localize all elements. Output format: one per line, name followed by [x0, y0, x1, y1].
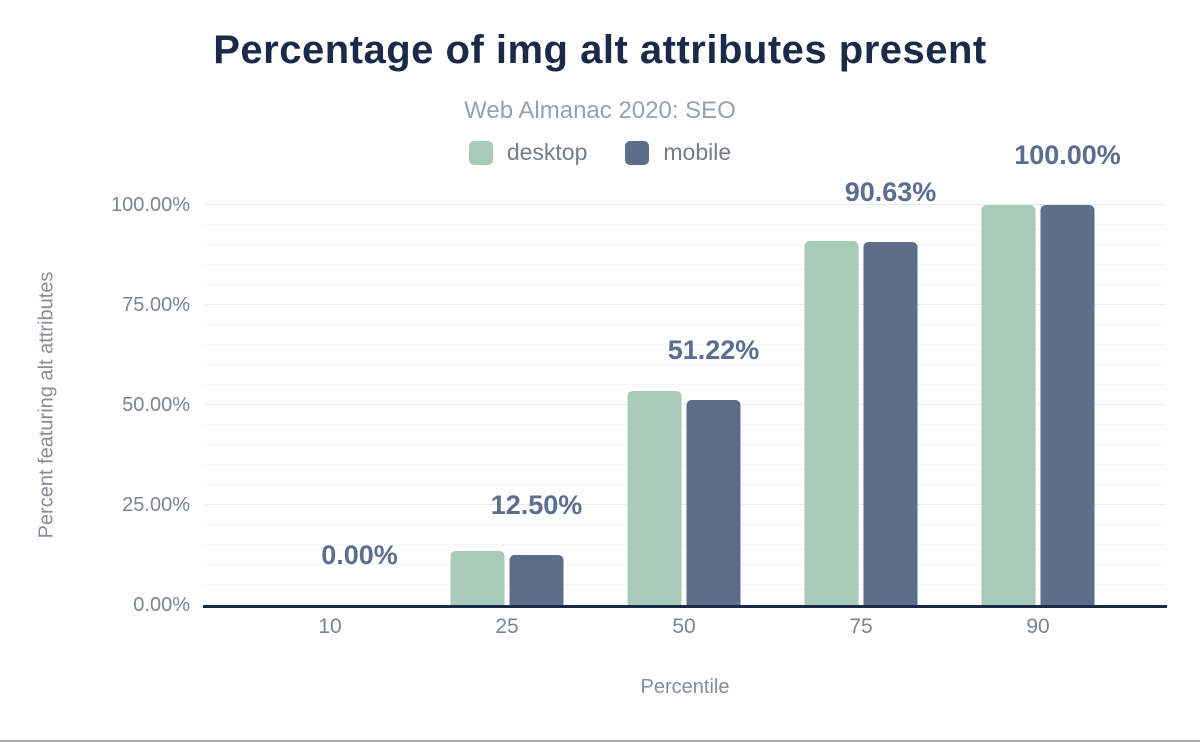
bar-desktop-50: [627, 391, 682, 605]
x-tick-label: 50: [672, 615, 696, 638]
gridline-70: [205, 324, 1165, 325]
bar-mobile-75: [863, 242, 918, 605]
bar-desktop-75: [804, 241, 859, 605]
data-label-10: 0.00%: [321, 540, 398, 570]
legend-item-desktop: desktop: [468, 139, 588, 166]
legend-item-mobile: mobile: [625, 139, 731, 166]
gridline-25: [205, 504, 1165, 505]
bar-mobile-90: [1040, 205, 1095, 605]
x-axis-line: [203, 605, 1167, 608]
chart-subtitle: Web Almanac 2020: SEO: [464, 97, 736, 124]
gridline-85: [205, 264, 1165, 265]
bar-mobile-50: [686, 400, 741, 605]
data-label-50: 51.22%: [667, 335, 760, 366]
gridline-15: [205, 544, 1165, 545]
gridline-40: [205, 444, 1165, 445]
gridline-80: [205, 284, 1165, 285]
legend-swatch-desktop: [468, 140, 493, 165]
x-tick-label: 90: [1026, 615, 1050, 638]
legend-swatch-mobile: [625, 140, 650, 165]
gridline-35: [205, 464, 1165, 465]
gridline-75: [205, 304, 1165, 305]
y-tick-label: 50.00%: [122, 394, 190, 416]
y-tick-label: 75.00%: [122, 294, 190, 316]
plot-area: 0.00% 12.50% 51.22% 90.63% 100.00%: [203, 142, 1167, 608]
gridline-10: [205, 564, 1165, 565]
bar-mobile-25: [509, 555, 564, 605]
legend-label-mobile: mobile: [663, 139, 732, 165]
bar-group-25: [450, 551, 564, 605]
gridline-65: [205, 344, 1165, 345]
bar-group-75: [804, 241, 918, 605]
data-label-75: 90.63%: [844, 177, 937, 208]
data-label-90: 100.00%: [1014, 140, 1121, 170]
y-tick-label: 0.00%: [133, 594, 190, 616]
legend: desktop mobile: [0, 139, 1200, 166]
x-axis-title: Percentile: [640, 676, 730, 698]
chart-title: Percentage of img alt attributes present: [213, 28, 987, 72]
y-tick-label: 25.00%: [122, 494, 190, 516]
gridline-55: [205, 384, 1165, 385]
bottom-divider: [0, 740, 1200, 742]
gridline-60: [205, 364, 1165, 365]
bar-group-90: [981, 205, 1095, 605]
gridline-45: [205, 424, 1165, 425]
gridline-5: [205, 584, 1165, 585]
legend-label-desktop: desktop: [506, 139, 588, 165]
x-tick-label: 25: [495, 615, 519, 638]
gridline-100: [205, 204, 1165, 205]
gridline-50: [205, 404, 1165, 405]
gridline-95: [205, 224, 1165, 225]
bar-group-50: [627, 391, 741, 605]
data-label-25: 12.50%: [490, 490, 583, 520]
x-tick-label: 75: [849, 615, 873, 638]
gridline-30: [205, 484, 1165, 485]
bar-desktop-25: [450, 551, 505, 605]
x-tick-label: 10: [318, 615, 342, 638]
bar-desktop-90: [981, 205, 1036, 605]
gridline-90: [205, 244, 1165, 245]
y-tick-label: 100.00%: [111, 194, 190, 216]
gridline-20: [205, 524, 1165, 525]
